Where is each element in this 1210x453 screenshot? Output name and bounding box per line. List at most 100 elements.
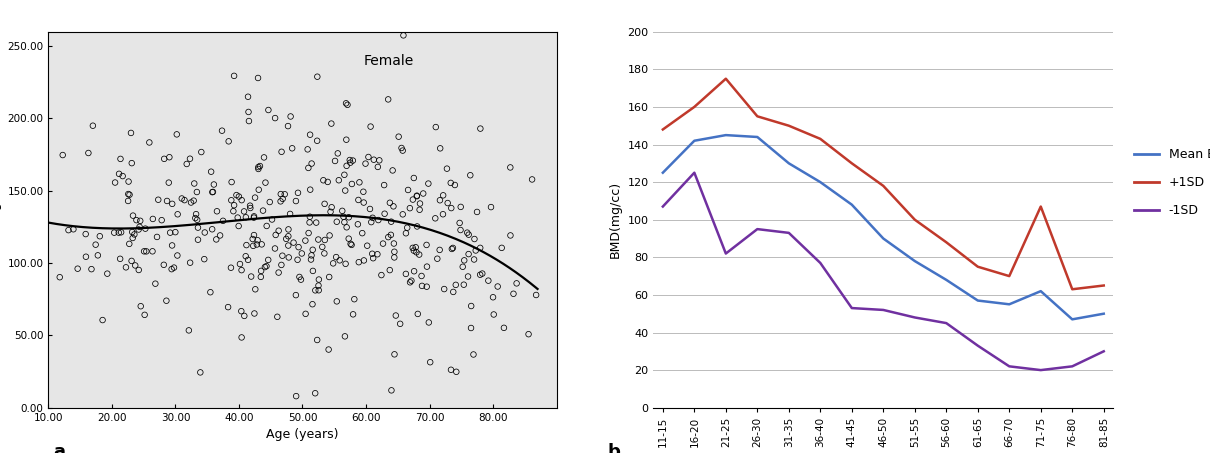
Point: [252, 241, 271, 248]
Point: [64, 226, 83, 233]
Point: [402, 277, 421, 284]
Point: [315, 236, 334, 244]
Point: [172, 195, 191, 202]
Point: [479, 277, 499, 284]
Point: [353, 188, 373, 195]
Point: [298, 146, 317, 153]
Point: [507, 280, 526, 287]
Point: [404, 174, 424, 182]
Point: [235, 208, 254, 215]
Point: [302, 301, 322, 308]
Point: [271, 190, 290, 198]
Point: [471, 244, 490, 251]
Y-axis label: BMD (mg/cc): BMD (mg/cc): [0, 179, 2, 260]
Point: [446, 281, 466, 289]
Point: [162, 242, 182, 249]
Point: [122, 159, 142, 167]
Point: [269, 269, 288, 276]
Point: [159, 179, 178, 186]
Point: [287, 198, 306, 205]
Point: [368, 163, 387, 170]
Point: [461, 324, 480, 332]
Point: [266, 231, 286, 239]
Point: [255, 264, 275, 271]
Point: [384, 203, 403, 210]
Point: [419, 319, 438, 326]
Point: [431, 197, 450, 204]
Point: [237, 241, 257, 249]
Point: [120, 240, 139, 247]
Text: Female: Female: [363, 54, 414, 68]
Point: [519, 331, 538, 338]
Point: [232, 266, 252, 274]
Point: [129, 226, 149, 233]
Point: [221, 178, 241, 186]
Point: [344, 157, 363, 164]
Point: [381, 218, 401, 225]
Point: [269, 227, 288, 234]
Point: [111, 155, 131, 163]
Point: [300, 219, 319, 226]
Point: [232, 334, 252, 341]
Point: [501, 164, 520, 171]
Point: [123, 212, 143, 219]
Point: [471, 271, 490, 278]
Point: [86, 241, 105, 248]
Point: [255, 179, 275, 186]
Point: [299, 164, 318, 172]
Point: [340, 156, 359, 164]
Point: [278, 233, 298, 240]
Point: [238, 256, 258, 264]
Point: [361, 123, 380, 130]
Point: [50, 274, 69, 281]
Point: [250, 163, 270, 170]
Point: [300, 186, 319, 193]
Point: [465, 236, 484, 243]
Point: [307, 137, 327, 145]
Point: [119, 178, 138, 185]
Point: [461, 303, 480, 310]
Point: [160, 154, 179, 161]
Point: [457, 229, 477, 236]
Point: [161, 229, 180, 236]
Point: [363, 255, 382, 262]
Point: [277, 235, 296, 242]
Point: [244, 214, 264, 221]
Point: [295, 237, 315, 244]
Point: [275, 191, 294, 198]
Point: [446, 368, 466, 376]
Point: [313, 177, 333, 184]
Point: [459, 273, 478, 280]
Point: [79, 149, 98, 157]
Point: [231, 308, 250, 315]
Point: [421, 359, 440, 366]
Point: [149, 196, 168, 203]
Point: [410, 206, 430, 213]
Point: [374, 240, 393, 247]
Point: [189, 236, 208, 243]
Point: [244, 310, 264, 317]
Point: [152, 217, 172, 224]
Point: [361, 205, 380, 212]
Point: [111, 229, 131, 236]
Point: [136, 311, 155, 318]
Point: [407, 249, 426, 256]
Point: [302, 160, 322, 167]
Point: [272, 148, 292, 155]
Point: [442, 366, 461, 373]
Point: [385, 248, 404, 255]
Point: [278, 122, 298, 130]
Point: [59, 226, 79, 234]
Point: [224, 72, 243, 79]
Point: [336, 136, 356, 143]
Point: [68, 265, 87, 272]
Point: [409, 251, 428, 258]
Point: [355, 257, 374, 264]
Point: [523, 176, 542, 183]
Point: [180, 155, 200, 162]
Point: [417, 283, 437, 290]
Point: [312, 243, 332, 251]
Point: [306, 287, 325, 294]
Point: [137, 248, 156, 255]
Point: [136, 225, 155, 232]
